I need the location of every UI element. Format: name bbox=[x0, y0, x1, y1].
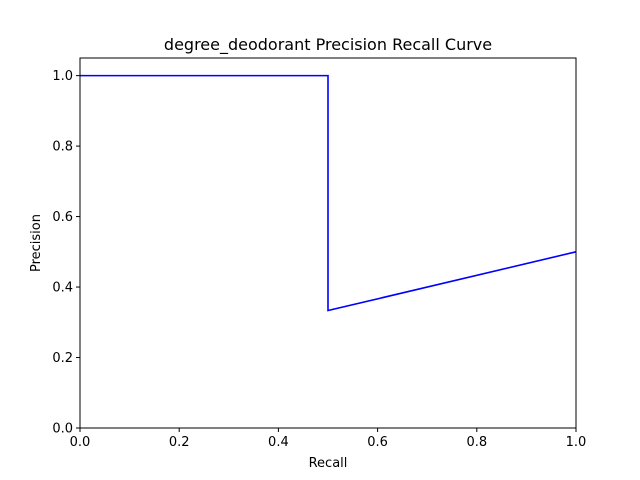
y-axis-label: Precision bbox=[29, 214, 44, 272]
series-layer bbox=[80, 74, 577, 312]
x-tick-label: 0.6 bbox=[367, 435, 388, 450]
chart-title: degree_deodorant Precision Recall Curve bbox=[164, 35, 492, 55]
x-tick-label: 0.4 bbox=[268, 435, 289, 450]
x-tick-label: 0.0 bbox=[70, 435, 91, 450]
y-axis-ticks: 0.0 0.2 0.4 0.6 0.8 1.0 bbox=[52, 69, 80, 437]
y-tick-label: 0.8 bbox=[52, 140, 73, 155]
x-axis-label: Recall bbox=[309, 456, 348, 471]
x-tick-label: 0.8 bbox=[466, 435, 487, 450]
axes-frame bbox=[79, 57, 577, 429]
x-axis-ticks: 0.0 0.2 0.4 0.6 0.8 1.0 bbox=[70, 428, 587, 450]
plot-area bbox=[79, 57, 577, 429]
y-tick-label: 0.2 bbox=[52, 351, 73, 366]
y-tick-label: 1.0 bbox=[52, 69, 73, 84]
y-tick-label: 0.0 bbox=[52, 422, 73, 437]
series-line-0 bbox=[80, 74, 577, 312]
x-tick-label: 1.0 bbox=[566, 435, 587, 450]
y-tick-label: 0.4 bbox=[52, 281, 73, 296]
y-tick-label: 0.6 bbox=[52, 210, 73, 225]
x-tick-label: 0.2 bbox=[169, 435, 190, 450]
